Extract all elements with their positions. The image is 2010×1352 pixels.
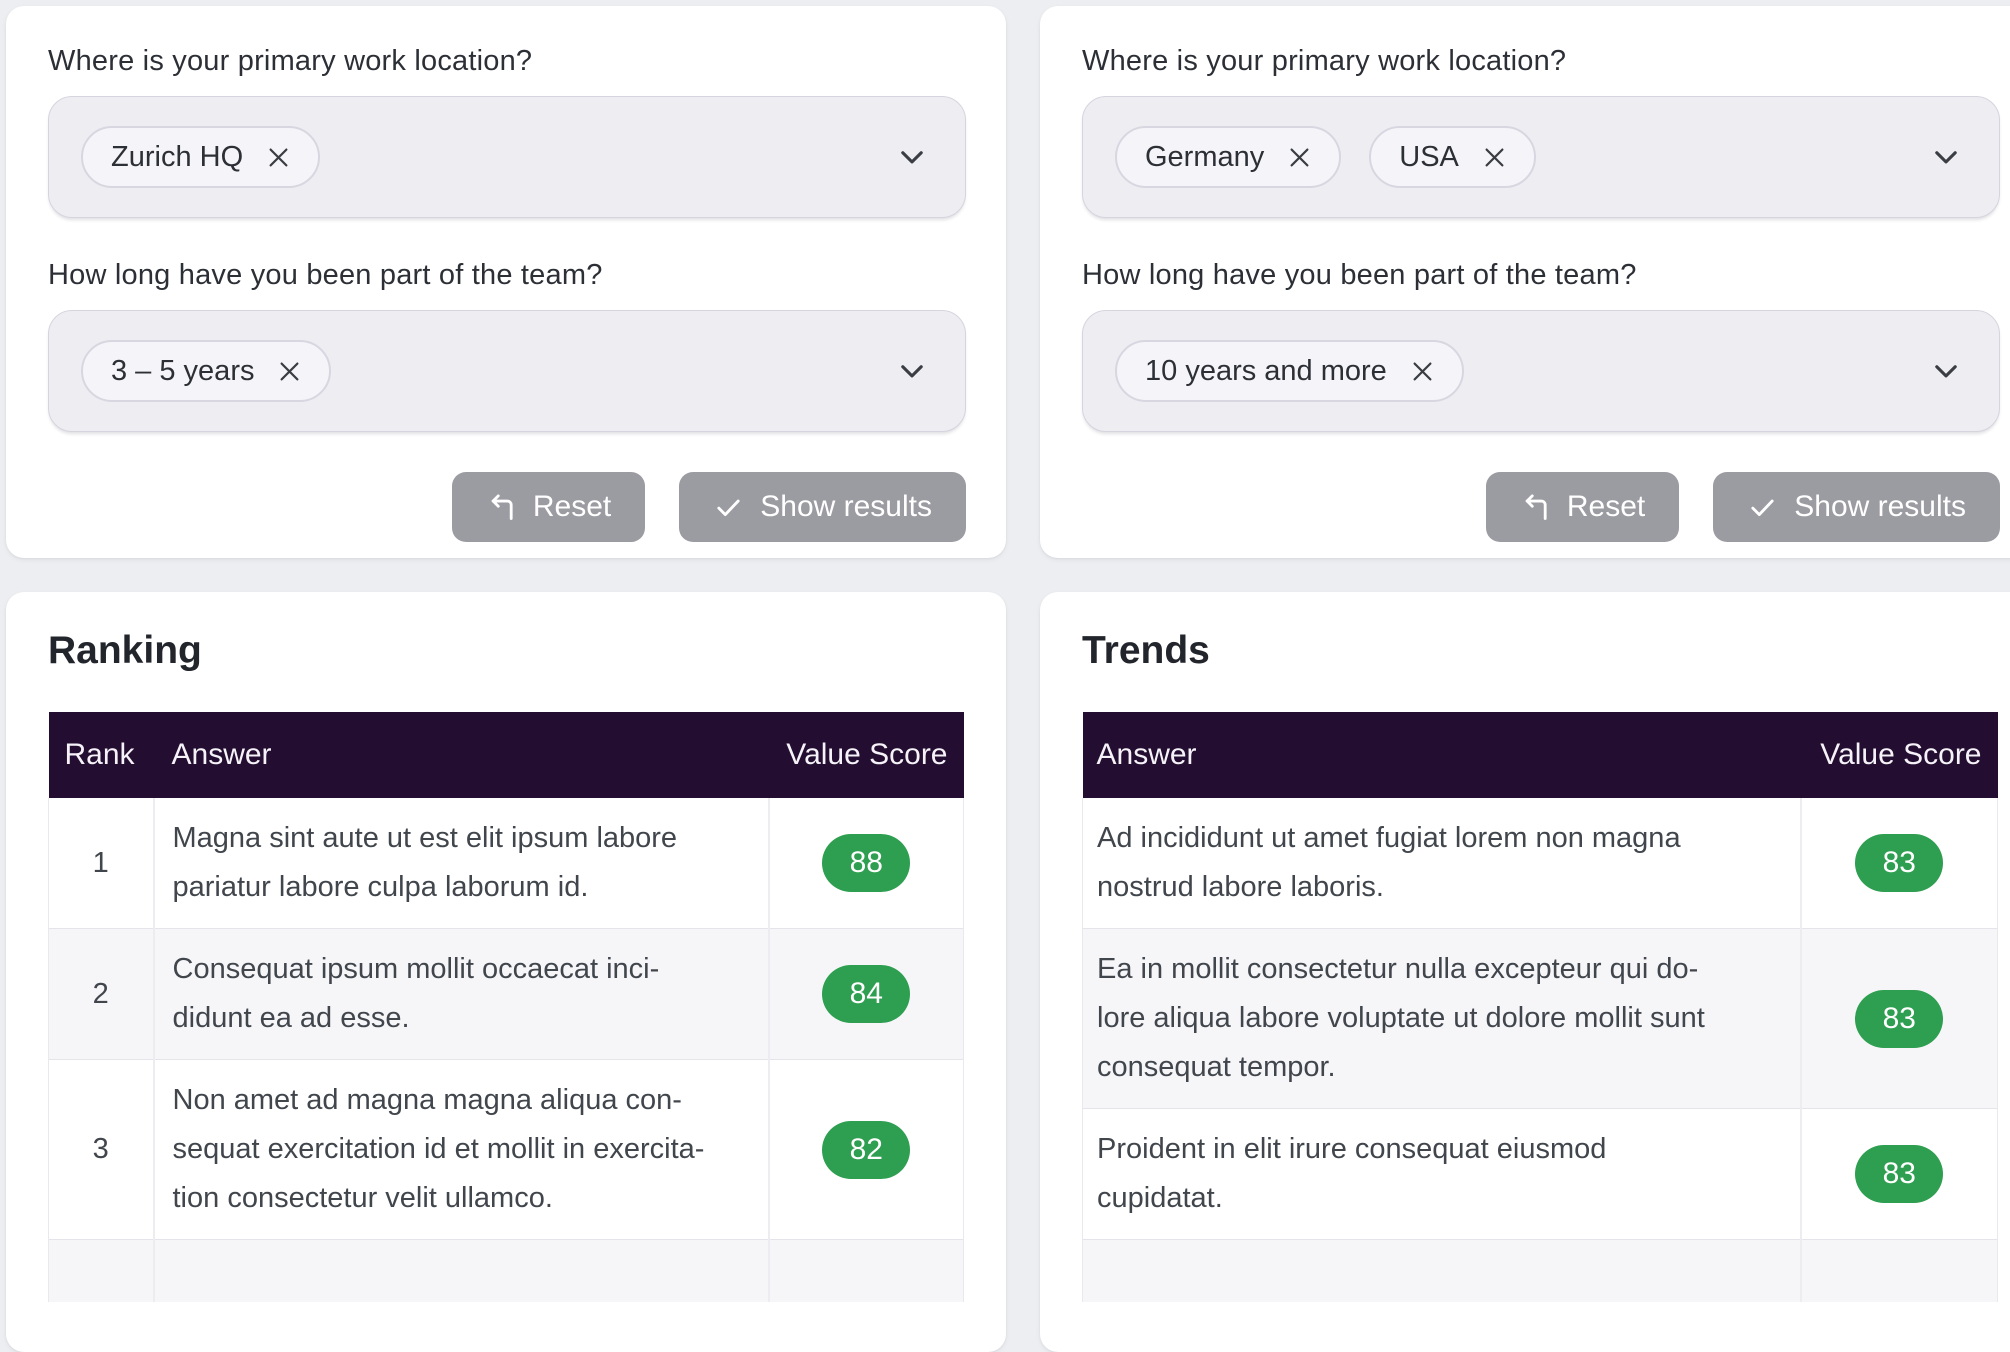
- chevron-down-icon[interactable]: [1929, 140, 1963, 174]
- chip-germany[interactable]: Germany: [1115, 126, 1342, 188]
- chip-label: USA: [1399, 140, 1459, 173]
- value-score-badge: 83: [1855, 989, 1944, 1048]
- value-score-badge: 83: [1855, 1145, 1944, 1203]
- location-multiselect[interactable]: Germany USA: [1082, 96, 2000, 218]
- answer-column-header: Answer: [1082, 712, 1801, 798]
- chip-usa[interactable]: USA: [1369, 126, 1536, 188]
- chevron-down-icon[interactable]: [1929, 354, 1963, 388]
- score-cell: 88: [767, 798, 964, 929]
- filter-panel-right: Where is your primary work location? Ger…: [1040, 6, 2010, 558]
- reset-label: Reset: [1566, 490, 1646, 523]
- chevron-down-icon[interactable]: [895, 354, 929, 388]
- table-row-clipped: [48, 1239, 964, 1302]
- value-score-badge: 82: [822, 1120, 911, 1179]
- table-row: Ea in mollit consectetur nulla excepteur…: [1082, 928, 1998, 1109]
- answer-cell: Ea in mollit consectetur nulla excepteur…: [1082, 928, 1801, 1109]
- table-row: 3 Non amet ad magna magna aliqua con- se…: [48, 1059, 964, 1240]
- rank-column-header: Rank: [48, 712, 154, 798]
- chevron-down-icon[interactable]: [895, 140, 929, 174]
- remove-chip-icon[interactable]: [265, 144, 292, 171]
- reset-arrow-icon: [486, 492, 517, 523]
- answer-cell: Consequat ipsum mollit occaecat inci- di…: [152, 928, 769, 1060]
- ranking-title: Ranking: [48, 629, 202, 672]
- chip-10-years-and-more[interactable]: 10 years and more: [1115, 340, 1464, 402]
- chip-label: 10 years and more: [1145, 354, 1387, 387]
- chip-label: 3 – 5 years: [111, 354, 255, 387]
- remove-chip-icon[interactable]: [1481, 144, 1508, 171]
- table-row: 2 Consequat ipsum mollit occaecat inci- …: [48, 928, 964, 1060]
- table-header-row: Answer Value Score: [1082, 712, 1998, 798]
- table-header-row: Rank Answer Value Score: [48, 712, 964, 798]
- rank-cell: [48, 1239, 154, 1302]
- page-layout: Where is your primary work location? Zur…: [6, 6, 2010, 1352]
- score-cell: 82: [767, 1059, 964, 1240]
- answer-cell: [152, 1239, 769, 1302]
- filter-actions: Reset Show results: [48, 472, 966, 542]
- answer-cell: Ad incididunt ut amet fugiat lorem non m…: [1082, 798, 1801, 929]
- table-row-clipped: [1082, 1239, 1998, 1302]
- selected-chips: Germany USA: [1115, 126, 1536, 188]
- chip-label: Zurich HQ: [111, 140, 244, 173]
- table-row: Ad incididunt ut amet fugiat lorem non m…: [1082, 798, 1998, 929]
- reset-button[interactable]: Reset: [451, 472, 646, 542]
- answer-cell: [1082, 1239, 1801, 1302]
- filter-panel-left: Where is your primary work location? Zur…: [6, 6, 1006, 558]
- answer-cell: Magna sint aute ut est elit ipsum labore…: [152, 798, 769, 929]
- show-results-label: Show results: [760, 490, 932, 523]
- question-location-label: Where is your primary work location?: [1082, 45, 1567, 77]
- value-score-badge: 88: [822, 834, 911, 892]
- answer-cell: Non amet ad magna magna aliqua con- sequ…: [152, 1059, 769, 1240]
- selected-chips: 3 – 5 years: [81, 340, 332, 402]
- ranking-table: Rank Answer Value Score 1 Magna sint aut…: [48, 712, 964, 1302]
- reset-button[interactable]: Reset: [1485, 472, 1680, 542]
- selected-chips: Zurich HQ: [81, 126, 321, 188]
- remove-chip-icon[interactable]: [1409, 358, 1436, 385]
- score-cell: 83: [1799, 928, 1998, 1109]
- show-results-button[interactable]: Show results: [679, 472, 966, 542]
- location-multiselect[interactable]: Zurich HQ: [48, 96, 966, 218]
- value-score-column-header: Value Score: [768, 712, 964, 798]
- reset-arrow-icon: [1520, 492, 1551, 523]
- rank-cell: 1: [48, 798, 154, 929]
- show-results-button[interactable]: Show results: [1713, 472, 2000, 542]
- show-results-label: Show results: [1794, 490, 1966, 523]
- answer-cell: Proident in elit irure consequat eiusmod…: [1082, 1108, 1801, 1240]
- answer-column-header: Answer: [153, 712, 769, 798]
- score-cell: 83: [1799, 798, 1998, 929]
- score-cell: [767, 1239, 964, 1302]
- trends-table: Answer Value Score Ad incididunt ut amet…: [1082, 712, 1998, 1302]
- question-location-label: Where is your primary work location?: [48, 45, 533, 77]
- score-cell: [1799, 1239, 1998, 1302]
- tenure-multiselect[interactable]: 3 – 5 years: [48, 310, 966, 432]
- chip-3-5-years[interactable]: 3 – 5 years: [81, 340, 332, 402]
- filter-actions: Reset Show results: [1082, 472, 2000, 542]
- chip-zurich-hq[interactable]: Zurich HQ: [81, 126, 321, 188]
- score-cell: 83: [1799, 1108, 1998, 1240]
- value-score-badge: 83: [1855, 834, 1944, 892]
- reset-label: Reset: [532, 490, 612, 523]
- rank-cell: 2: [48, 928, 154, 1060]
- remove-chip-icon[interactable]: [276, 358, 303, 385]
- trends-title: Trends: [1082, 629, 1210, 672]
- value-score-column-header: Value Score: [1800, 712, 1998, 798]
- check-icon: [713, 492, 744, 523]
- rank-cell: 3: [48, 1059, 154, 1240]
- tenure-multiselect[interactable]: 10 years and more: [1082, 310, 2000, 432]
- table-row: Proident in elit irure consequat eiusmod…: [1082, 1108, 1998, 1240]
- remove-chip-icon[interactable]: [1286, 144, 1313, 171]
- chip-label: Germany: [1145, 140, 1265, 173]
- check-icon: [1747, 492, 1778, 523]
- table-row: 1 Magna sint aute ut est elit ipsum labo…: [48, 798, 964, 929]
- ranking-panel: Ranking Rank Answer Value Score 1 Magna …: [6, 592, 1006, 1352]
- question-tenure-label: How long have you been part of the team?: [1082, 259, 1637, 291]
- score-cell: 84: [767, 928, 964, 1060]
- question-tenure-label: How long have you been part of the team?: [48, 259, 603, 291]
- trends-panel: Trends Answer Value Score Ad incididunt …: [1040, 592, 2010, 1352]
- selected-chips: 10 years and more: [1115, 340, 1464, 402]
- value-score-badge: 84: [822, 965, 911, 1023]
